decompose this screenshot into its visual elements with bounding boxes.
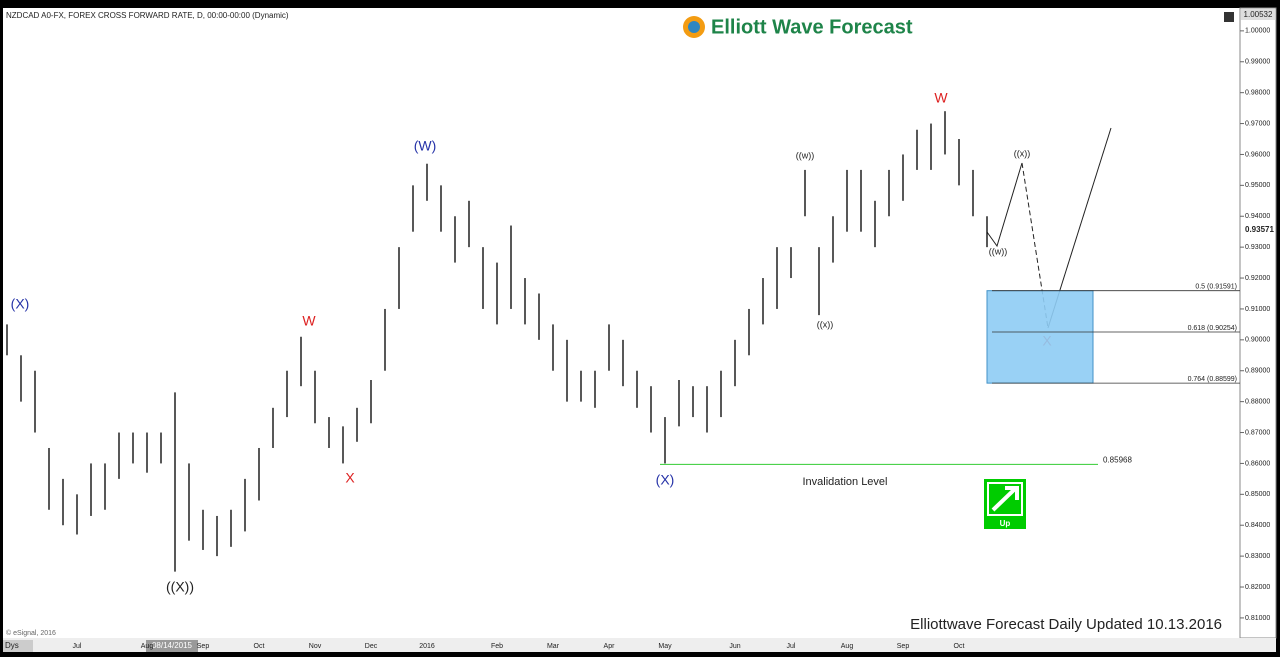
- top-price: 1.00532: [1244, 10, 1273, 19]
- wave-label: ((x)): [817, 319, 834, 329]
- x-tick-label: Aug: [141, 643, 154, 650]
- logo-icon-inner: [688, 21, 700, 33]
- projection: [986, 162, 1023, 248]
- fib-label: 0.764 (0.88599): [1188, 376, 1237, 383]
- y-tick-label: 0.95000: [1245, 182, 1270, 189]
- fib-label: 0.5 (0.91591): [1195, 284, 1237, 291]
- y-tick-label: 0.88000: [1245, 398, 1270, 405]
- crosshair-date-box: [146, 640, 198, 652]
- wave-label: W: [302, 313, 316, 329]
- last-price: 0.93571: [1245, 225, 1274, 234]
- y-tick-label: 0.97000: [1245, 120, 1270, 127]
- wave-label: ((X)): [166, 579, 194, 595]
- period: Dys: [5, 641, 19, 650]
- y-tick-label: 0.82000: [1245, 584, 1270, 591]
- y-tick-label: 0.84000: [1245, 522, 1270, 529]
- wave-label: ((x)): [1014, 148, 1031, 158]
- wave-label: X: [345, 470, 355, 486]
- x-tick-label: Feb: [491, 643, 503, 650]
- x-tick-label: Apr: [604, 643, 616, 650]
- fib-label: 0.618 (0.90254): [1188, 325, 1237, 332]
- invalidation-label: 0.85968: [1103, 456, 1132, 465]
- wave-label: (X): [11, 296, 30, 312]
- y-tick-label: 0.89000: [1245, 368, 1270, 375]
- y-tick-label: 0.91000: [1245, 306, 1270, 313]
- invalidation-text: Invalidation Level: [802, 476, 887, 488]
- crosshair-date: 08/14/2015: [152, 641, 193, 650]
- period-box: [3, 640, 33, 652]
- icon: [1224, 12, 1234, 22]
- y-tick-label: 0.87000: [1245, 429, 1270, 436]
- time-axis: [3, 638, 1276, 652]
- wave-label: ((w)): [796, 150, 815, 160]
- y-tick-label: 0.99000: [1245, 59, 1270, 66]
- x-tick-label: Sep: [897, 643, 910, 650]
- logo: Elliott Wave Forecast: [711, 16, 913, 38]
- up-arrow: [991, 486, 1019, 512]
- y-tick-label: 0.81000: [1245, 615, 1270, 622]
- wave-label: ((w)): [989, 246, 1008, 256]
- symbol-info: NZDCAD A0-FX, FOREX CROSS FORWARD RATE, …: [6, 11, 289, 20]
- wave-label: (X): [656, 472, 675, 488]
- top-price-box: [1241, 9, 1275, 20]
- up-icon-frame: [987, 482, 1023, 516]
- wave-label: (W): [414, 138, 437, 154]
- y-tick-label: 0.83000: [1245, 553, 1270, 560]
- price-axis: [1239, 7, 1277, 639]
- y-tick-label: 0.98000: [1245, 90, 1270, 97]
- x-tick-label: Jul: [787, 643, 796, 650]
- y-tick-label: 0.96000: [1245, 151, 1270, 158]
- x-tick-label: Jul: [73, 643, 82, 650]
- wave-label: W: [934, 90, 948, 106]
- y-tick-label: 0.94000: [1245, 213, 1270, 220]
- x-tick-label: Sep: [197, 643, 210, 650]
- y-tick-label: 0.93000: [1245, 244, 1270, 251]
- footer: Elliottwave Forecast Daily Updated 10.13…: [910, 616, 1222, 633]
- x-tick-label: Dec: [365, 643, 378, 650]
- y-tick-label: 0.85000: [1245, 491, 1270, 498]
- y-tick-label: 1.00000: [1245, 28, 1270, 35]
- y-tick-label: 0.86000: [1245, 460, 1270, 467]
- up-label: Up: [1000, 519, 1011, 528]
- x-tick-label: May: [658, 643, 672, 650]
- x-tick-label: Jun: [729, 643, 740, 650]
- y-tick-label: 0.92000: [1245, 275, 1270, 282]
- x-tick-label: Nov: [309, 643, 322, 650]
- x-tick-label: 2016: [419, 643, 435, 650]
- copyright: © eSignal, 2016: [6, 629, 56, 637]
- x-tick-label: Oct: [254, 643, 265, 650]
- x-tick-label: Mar: [547, 643, 560, 650]
- y-tick-label: 0.90000: [1245, 337, 1270, 344]
- x-tick-label: Oct: [954, 643, 965, 650]
- target-box: [986, 290, 1094, 384]
- x-tick-label: Aug: [841, 643, 854, 650]
